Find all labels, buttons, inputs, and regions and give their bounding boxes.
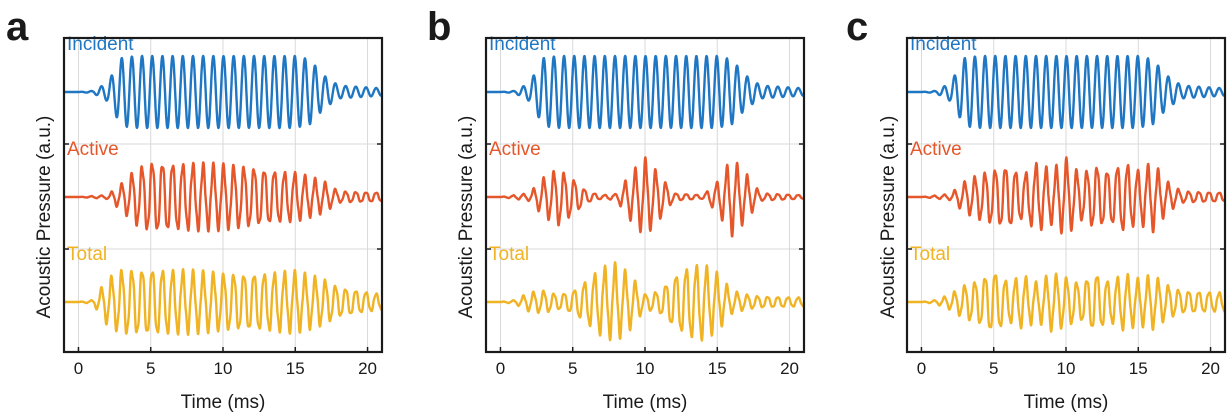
series-label-incident: Incident bbox=[910, 34, 977, 55]
panel-letter-c: c bbox=[846, 5, 868, 49]
x-tick-label: 0 bbox=[917, 359, 926, 378]
plot-area-c: Incident Active Total 0 5 10 15 20 bbox=[905, 34, 1227, 378]
x-tick-label: 10 bbox=[214, 359, 233, 378]
plot-area-a: Incident Active Total 0 5 10 15 20 bbox=[62, 34, 384, 378]
series-line-total bbox=[485, 261, 805, 342]
x-tick-label: 5 bbox=[146, 359, 155, 378]
panel-b: b Acoustic Pressure (a.u.) Time (ms) Inc… bbox=[427, 5, 806, 413]
y-axis-label-c: Acoustic Pressure (a.u.) bbox=[878, 116, 899, 319]
series-line-active bbox=[63, 161, 383, 233]
x-axis-label-b: Time (ms) bbox=[603, 392, 688, 413]
x-tick-label: 15 bbox=[1129, 359, 1148, 378]
x-tick-label: 5 bbox=[568, 359, 577, 378]
x-tick-label: 20 bbox=[358, 359, 377, 378]
x-axis-label-a: Time (ms) bbox=[181, 392, 266, 413]
x-tick-label: 10 bbox=[1057, 359, 1076, 378]
series-label-incident: Incident bbox=[489, 34, 556, 55]
y-axis-label-b: Acoustic Pressure (a.u.) bbox=[456, 116, 477, 319]
series-label-incident: Incident bbox=[67, 34, 134, 55]
panel-letter-b: b bbox=[427, 5, 451, 49]
series-line-active bbox=[485, 156, 805, 238]
series-line-active bbox=[906, 156, 1226, 235]
series-label-total: Total bbox=[910, 244, 950, 265]
series-line-incident bbox=[485, 54, 805, 130]
x-tick-label: 20 bbox=[1201, 359, 1220, 378]
series-label-active: Active bbox=[910, 139, 962, 160]
x-tick-label: 10 bbox=[636, 359, 655, 378]
x-tick-label: 0 bbox=[496, 359, 505, 378]
series-label-active: Active bbox=[67, 139, 119, 160]
x-tick-label: 5 bbox=[989, 359, 998, 378]
series-label-total: Total bbox=[489, 244, 529, 265]
series-line-incident bbox=[906, 54, 1226, 130]
panel-letter-a: a bbox=[6, 5, 29, 49]
x-tick-label: 0 bbox=[74, 359, 83, 378]
x-tick-label: 15 bbox=[708, 359, 727, 378]
plot-area-b: Incident Active Total 0 5 10 15 20 bbox=[484, 34, 806, 378]
series-line-incident bbox=[63, 54, 383, 130]
series-line-total bbox=[63, 268, 383, 336]
panel-a: a Acoustic Pressure (a.u.) Time (ms) Inc… bbox=[6, 5, 384, 413]
series-line-total bbox=[906, 272, 1226, 333]
x-tick-label: 20 bbox=[780, 359, 799, 378]
x-tick-label: 15 bbox=[286, 359, 305, 378]
x-axis-label-c: Time (ms) bbox=[1024, 392, 1109, 413]
panel-c: c Acoustic Pressure (a.u.) Time (ms) Inc… bbox=[846, 5, 1227, 413]
y-axis-label-a: Acoustic Pressure (a.u.) bbox=[34, 116, 55, 319]
series-label-total: Total bbox=[67, 244, 107, 265]
series-label-active: Active bbox=[489, 139, 541, 160]
